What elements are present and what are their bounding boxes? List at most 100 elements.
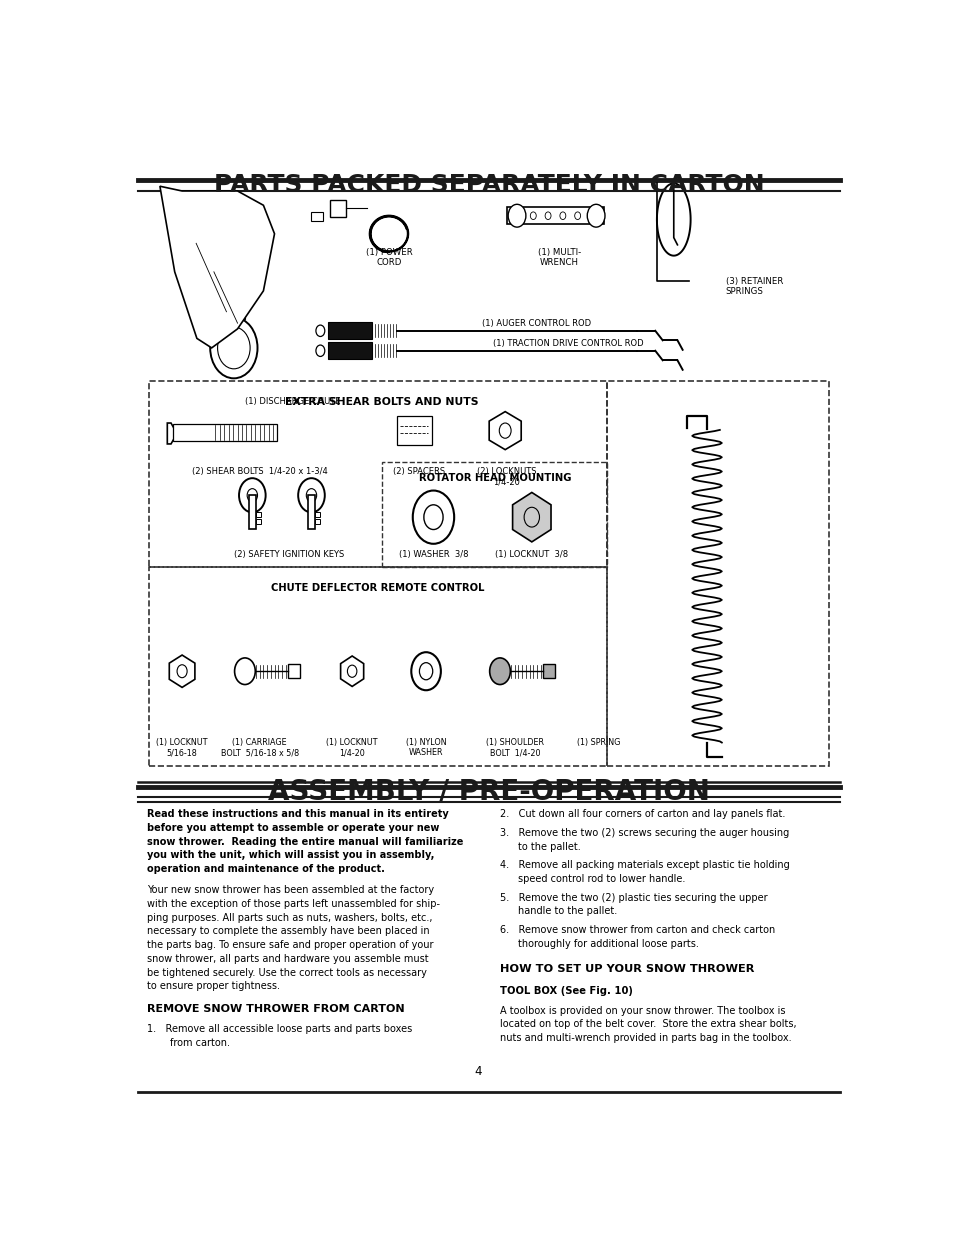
Circle shape [217,327,250,369]
Bar [328,342,372,359]
Text: ping purposes. All parts such as nuts, washers, bolts, etc.,: ping purposes. All parts such as nuts, w… [147,913,433,923]
Circle shape [498,424,511,438]
Text: (1) POWER
CORD: (1) POWER CORD [365,248,412,268]
Text: operation and maintenance of the product.: operation and maintenance of the product… [147,864,385,874]
Text: (1) SPRING: (1) SPRING [576,737,619,747]
Text: (1) MULTI-
WRENCH: (1) MULTI- WRENCH [537,248,580,268]
Text: (1) TRACTION DRIVE CONTROL ROD: (1) TRACTION DRIVE CONTROL ROD [492,340,642,348]
Bar [249,495,255,529]
Circle shape [210,317,257,378]
Polygon shape [512,493,551,542]
Text: (2) SAFETY IGNITION KEYS: (2) SAFETY IGNITION KEYS [233,551,344,559]
Circle shape [315,325,324,336]
Bar [381,462,606,567]
Circle shape [413,490,454,543]
Text: (1) LOCKNUT  3/8: (1) LOCKNUT 3/8 [495,551,568,559]
Text: snow thrower.  Reading the entire manual will familiarize: snow thrower. Reading the entire manual … [147,836,463,847]
Text: ASSEMBLY / PRE-OPERATION: ASSEMBLY / PRE-OPERATION [268,778,709,806]
Text: (1) DISCHARGE CHUTE: (1) DISCHARGE CHUTE [245,398,340,406]
Text: ROTATOR HEAD MOUNTING: ROTATOR HEAD MOUNTING [418,473,571,483]
Text: speed control rod to lower handle.: speed control rod to lower handle. [518,874,685,884]
Text: (1) WASHER  3/8: (1) WASHER 3/8 [398,551,468,559]
Circle shape [306,489,316,501]
Text: 1.   Remove all accessible loose parts and parts boxes: 1. Remove all accessible loose parts and… [147,1024,412,1034]
Text: (1) CARRIAGE
BOLT  5/16-18 x 5/8: (1) CARRIAGE BOLT 5/16-18 x 5/8 [220,737,298,757]
Text: (1) NYLON
WASHER: (1) NYLON WASHER [405,737,446,757]
Bar [245,264,251,269]
Circle shape [523,508,539,527]
Text: nuts and multi-wrench provided in parts bag in the toolbox.: nuts and multi-wrench provided in parts … [499,1034,791,1044]
Bar [255,519,261,524]
Text: 6.   Remove snow thrower from carton and check carton: 6. Remove snow thrower from carton and c… [499,925,775,935]
Text: the parts bag. To ensure safe and proper operation of your: the parts bag. To ensure safe and proper… [147,940,434,950]
Circle shape [559,212,565,220]
Bar [328,322,372,340]
Bar [308,495,314,529]
Circle shape [315,345,324,357]
Bar [507,207,603,225]
Text: before you attempt to assemble or operate your new: before you attempt to assemble or operat… [147,823,439,832]
Circle shape [489,658,510,684]
Text: to the pallet.: to the pallet. [518,841,580,851]
Text: snow thrower, all parts and hardware you assemble must: snow thrower, all parts and hardware you… [147,953,429,963]
Circle shape [347,666,356,677]
Bar [396,416,432,445]
Text: (2) SPACERS: (2) SPACERS [393,467,444,475]
Circle shape [177,664,187,678]
Text: TOOL BOX (See Fig. 10): TOOL BOX (See Fig. 10) [499,987,632,997]
Text: 4: 4 [474,1066,481,1078]
Text: PARTS PACKED SEPARATELY IN CARTON: PARTS PACKED SEPARATELY IN CARTON [213,173,763,198]
Circle shape [544,212,551,220]
Circle shape [574,212,580,220]
Circle shape [239,478,265,513]
Circle shape [587,204,604,227]
Text: with the exception of those parts left unassembled for ship-: with the exception of those parts left u… [147,899,440,909]
Text: handle to the pallet.: handle to the pallet. [518,906,618,916]
Bar [243,258,253,267]
Text: you with the unit, which will assist you in assembly,: you with the unit, which will assist you… [147,851,435,861]
Text: (2) LOCKNUTS
1/4-20: (2) LOCKNUTS 1/4-20 [476,467,536,487]
Text: (1) LOCKNUT
5/16-18: (1) LOCKNUT 5/16-18 [156,737,208,757]
Bar [149,567,606,766]
Polygon shape [169,655,194,688]
Circle shape [419,663,433,679]
Text: from carton.: from carton. [170,1037,230,1049]
Text: (1) LOCKNUT
1/4-20: (1) LOCKNUT 1/4-20 [326,737,377,757]
Text: 2.   Cut down all four corners of carton and lay panels flat.: 2. Cut down all four corners of carton a… [499,809,784,819]
Circle shape [298,478,324,513]
Bar [149,382,606,567]
Text: 3.   Remove the two (2) screws securing the auger housing: 3. Remove the two (2) screws securing th… [499,827,788,837]
Text: necessary to complete the assembly have been placed in: necessary to complete the assembly have … [147,926,430,936]
Text: (1) SHOULDER
BOLT  1/4-20: (1) SHOULDER BOLT 1/4-20 [485,737,543,757]
Polygon shape [160,186,274,348]
Polygon shape [340,656,363,687]
Bar [288,663,299,678]
Text: thoroughly for additional loose parts.: thoroughly for additional loose parts. [518,939,699,948]
Bar [311,212,323,221]
Text: (1) AUGER CONTROL ROD: (1) AUGER CONTROL ROD [481,320,590,329]
Circle shape [411,652,440,690]
Text: located on top of the belt cover.  Store the extra shear bolts,: located on top of the belt cover. Store … [499,1019,796,1030]
Bar [255,513,261,517]
Text: (2) SHEAR BOLTS  1/4-20 x 1-3/4: (2) SHEAR BOLTS 1/4-20 x 1-3/4 [192,467,327,475]
Circle shape [247,489,257,501]
Text: 5.   Remove the two (2) plastic ties securing the upper: 5. Remove the two (2) plastic ties secur… [499,893,767,903]
Text: 4.   Remove all packing materials except plastic tie holding: 4. Remove all packing materials except p… [499,860,789,871]
Bar [542,663,554,678]
Text: Your new snow thrower has been assembled at the factory: Your new snow thrower has been assembled… [147,885,434,895]
Circle shape [530,212,536,220]
Text: Read these instructions and this manual in its entirety: Read these instructions and this manual … [147,809,449,819]
Text: CHUTE DEFLECTOR REMOTE CONTROL: CHUTE DEFLECTOR REMOTE CONTROL [271,583,484,593]
Text: (3) RETAINER
SPRINGS: (3) RETAINER SPRINGS [724,277,782,296]
Text: A toolbox is provided on your snow thrower. The toolbox is: A toolbox is provided on your snow throw… [499,1005,784,1015]
Circle shape [234,658,255,684]
Bar [226,306,245,320]
Bar [173,424,276,441]
Bar [330,200,346,216]
Bar [606,382,828,766]
Text: HOW TO SET UP YOUR SNOW THROWER: HOW TO SET UP YOUR SNOW THROWER [499,965,754,974]
Polygon shape [489,411,520,450]
Circle shape [508,204,525,227]
Bar [314,513,320,517]
Text: REMOVE SNOW THROWER FROM CARTON: REMOVE SNOW THROWER FROM CARTON [147,1004,404,1014]
